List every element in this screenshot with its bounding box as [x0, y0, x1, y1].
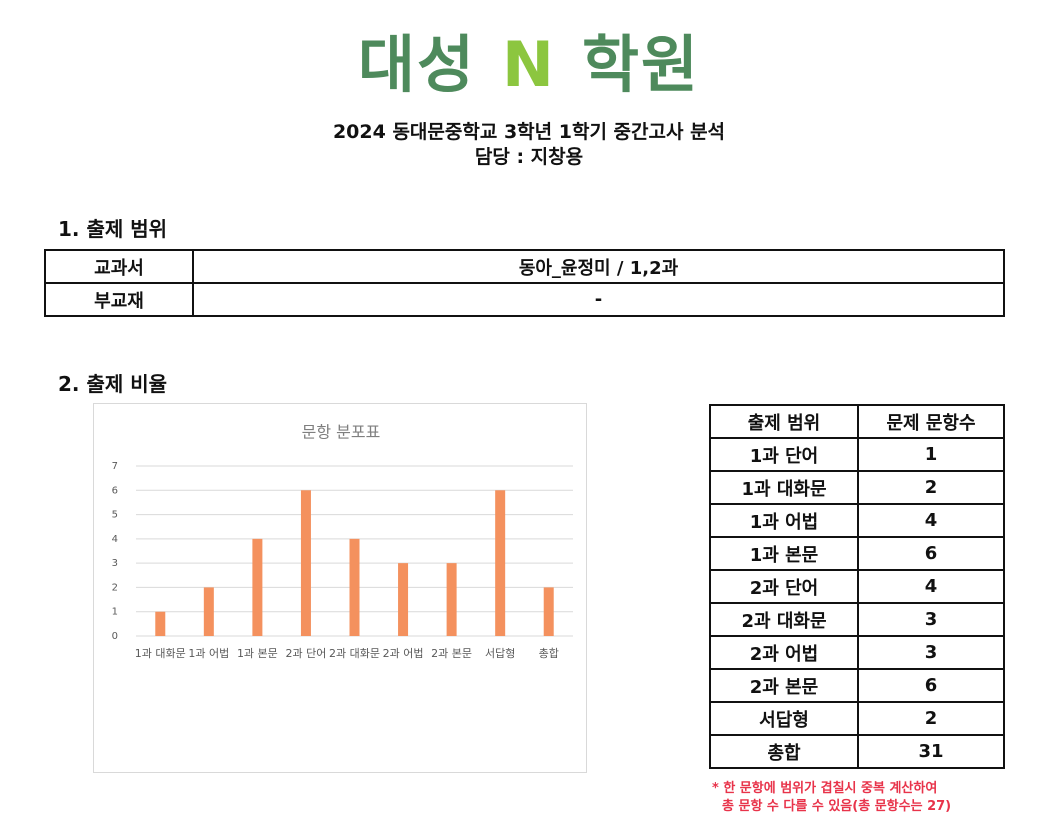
- table-cell: 2: [857, 470, 1005, 505]
- y-tick-label: 4: [112, 534, 118, 545]
- table-row: 총합 31: [709, 734, 1005, 769]
- y-tick-label: 0: [112, 631, 118, 642]
- bar: [398, 563, 409, 636]
- table-cell: 1과 단어: [709, 437, 859, 472]
- title: 대성 N 학원: [0, 14, 1058, 104]
- table-cell: 1과 대화문: [709, 470, 859, 505]
- table-cell: -: [192, 282, 1005, 317]
- table-header-row: 출제 범위 문제 문항수: [709, 404, 1005, 439]
- table-cell: 4: [857, 503, 1005, 538]
- x-tick-label: 1과 대화문: [134, 647, 186, 660]
- scope-table: 교과서 동아_윤정미 / 1,2과 부교재 -: [44, 249, 1005, 317]
- table-row: 1과 대화문 2: [709, 470, 1005, 505]
- table-row: 서답형 2: [709, 701, 1005, 736]
- x-tick-label: 서답형: [484, 647, 516, 660]
- chart-svg: 문항 분포표 0 1 2 3 4 5 6 7: [112, 423, 573, 642]
- table-cell: 31: [857, 734, 1005, 769]
- table-row: 부교재 -: [44, 282, 1005, 317]
- table-row: 1과 본문 6: [709, 536, 1005, 571]
- table-cell: 2과 단어: [709, 569, 859, 604]
- table-row: 1과 단어 1: [709, 437, 1005, 472]
- table-cell: 2과 대화문: [709, 602, 859, 637]
- table-cell: 서답형: [709, 701, 859, 736]
- bar: [543, 587, 554, 636]
- table-row: 2과 어법 3: [709, 635, 1005, 670]
- y-tick-label: 1: [112, 607, 118, 618]
- bar: [252, 538, 263, 636]
- bar: [349, 538, 360, 636]
- chart-title: 문항 분포표: [302, 423, 381, 442]
- table-cell: 부교재: [44, 282, 194, 317]
- y-tick-label: 2: [112, 582, 118, 593]
- x-tick-label: 2과 단어: [285, 647, 327, 660]
- title-text: 학원: [581, 28, 701, 101]
- y-tick-label: 7: [112, 461, 118, 472]
- table-cell: 1과 본문: [709, 536, 859, 571]
- table-header-cell: 출제 범위: [709, 404, 859, 439]
- table-cell: 2과 본문: [709, 668, 859, 703]
- table-row: 2과 단어 4: [709, 569, 1005, 604]
- x-tick-label: 1과 어법: [188, 647, 230, 660]
- table-cell: 3: [857, 635, 1005, 670]
- table-cell: 1과 어법: [709, 503, 859, 538]
- bar: [300, 490, 311, 636]
- table-row: 교과서 동아_윤정미 / 1,2과: [44, 249, 1005, 284]
- table-cell: 2과 어법: [709, 635, 859, 670]
- bar: [446, 563, 457, 636]
- table-row: 2과 대화문 3: [709, 602, 1005, 637]
- x-tick-label: 2과 대화문: [329, 647, 380, 660]
- x-tick-label: 2과 어법: [382, 647, 424, 660]
- y-tick-label: 3: [112, 558, 118, 569]
- table-cell: 1: [857, 437, 1005, 472]
- section-heading: 2. 출제 비율: [58, 372, 168, 396]
- count-table: 출제 범위 문제 문항수 1과 단어 1 1과 대화문 2 1과 어법 4 1과 본문 6 2과 단…: [709, 404, 1005, 769]
- title-text: 대성: [357, 28, 477, 101]
- table-cell: 3: [857, 602, 1005, 637]
- table-cell: 4: [857, 569, 1005, 604]
- table-cell: 2: [857, 701, 1005, 736]
- table-header-cell: 문제 문항수: [857, 404, 1005, 439]
- table-row: 2과 본문 6: [709, 668, 1005, 703]
- table-cell: 6: [857, 668, 1005, 703]
- y-tick-label: 5: [112, 510, 118, 521]
- bar: [495, 490, 506, 636]
- table-cell: 총합: [709, 734, 859, 769]
- subtitle: 2024 동대문중학교 3학년 1학기 중간고사 분석: [332, 121, 726, 143]
- note: 총 문항 수 다를 수 있음(총 문항수는 27): [722, 799, 952, 814]
- title-highlight: N: [502, 28, 556, 101]
- table-cell: 6: [857, 536, 1005, 571]
- x-tick-label: 총합: [538, 647, 559, 660]
- y-tick-label: 6: [112, 485, 118, 496]
- x-tick-label: 1과 본문: [236, 647, 278, 660]
- subtitle: 담당 : 지창용: [474, 146, 584, 168]
- section-heading: 1. 출제 범위: [58, 217, 168, 241]
- table-cell: 동아_윤정미 / 1,2과: [192, 249, 1005, 284]
- table-cell: 교과서: [44, 249, 194, 284]
- bar: [155, 611, 166, 636]
- note: * 한 문항에 범위가 겹칠시 중복 계산하여: [712, 781, 938, 796]
- bar: [203, 587, 214, 636]
- table-row: 1과 어법 4: [709, 503, 1005, 538]
- x-tick-label: 2과 본문: [431, 647, 473, 660]
